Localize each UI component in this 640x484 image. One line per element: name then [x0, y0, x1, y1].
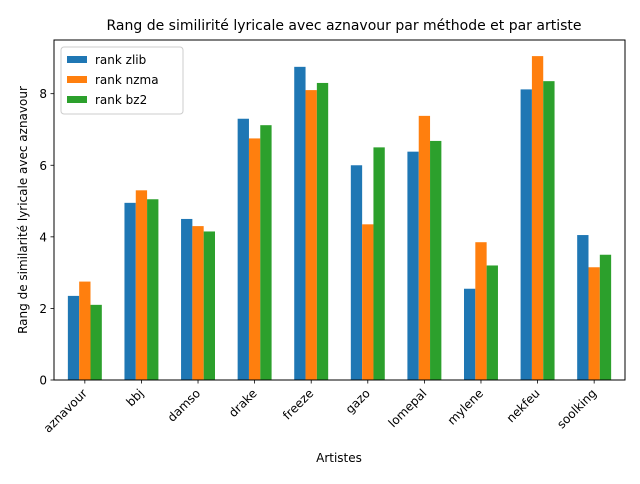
x-tick-label-drake: drake	[226, 386, 260, 420]
bar-rank-nzma-gazo	[362, 224, 374, 380]
legend-swatch-rank-bz2	[67, 96, 87, 103]
x-tick-label-freeze: freeze	[280, 386, 316, 422]
x-tick-label-gazo: gazo	[343, 386, 373, 416]
bar-rank-bz2-bbj	[147, 199, 159, 380]
y-axis: 0 2 4 6 8	[39, 87, 54, 388]
y-tick-label: 8	[39, 87, 47, 101]
y-tick-label: 0	[39, 374, 47, 388]
x-tick-label-lomepal: lomepal	[386, 386, 430, 430]
chart-title: Rang de similirité lyricale avec aznavou…	[107, 18, 582, 34]
legend-label-rank-bz2: rank bz2	[95, 93, 147, 107]
bar-rank-nzma-damso	[192, 226, 204, 380]
y-tick-label: 6	[39, 159, 47, 173]
bar-rank-zlib-freeze	[294, 66, 306, 380]
bar-rank-nzma-freeze	[305, 90, 317, 381]
bar-rank-nzma-mylene	[475, 242, 487, 380]
bar-rank-zlib-aznavour	[67, 295, 80, 380]
x-tick-label-mylene: mylene	[445, 386, 486, 427]
bar-rank-bz2-gazo	[373, 147, 385, 380]
bar-rank-bz2-mylene	[486, 265, 498, 380]
x-tick-label-bbj: bbj	[124, 386, 147, 409]
bar-rank-zlib-lomepal	[407, 151, 419, 380]
bar-rank-zlib-soolking	[577, 235, 589, 380]
bar-rank-nzma-soolking	[588, 267, 600, 380]
bar-rank-nzma-drake	[248, 138, 261, 380]
bar-rank-nzma-nekfeu	[531, 56, 544, 381]
bar-rank-bz2-aznavour	[90, 304, 102, 380]
bar-rank-zlib-gazo	[350, 165, 363, 380]
bar-rank-zlib-damso	[181, 218, 193, 380]
x-tick-label-aznavour: aznavour	[41, 386, 90, 435]
y-tick-label: 2	[39, 302, 47, 316]
bar-rank-zlib-bbj	[124, 202, 136, 380]
bar-rank-zlib-drake	[237, 118, 249, 381]
bar-rank-bz2-drake	[260, 125, 272, 381]
bar-rank-bz2-soolking	[599, 254, 612, 380]
y-tick-label: 4	[39, 230, 47, 244]
legend-label-rank-zlib: rank zlib	[95, 53, 146, 67]
bar-rank-bz2-nekfeu	[543, 81, 555, 380]
bar-rank-nzma-bbj	[135, 190, 148, 380]
bar-rank-nzma-lomepal	[418, 115, 431, 381]
bars-group	[67, 56, 612, 381]
bar-rank-zlib-nekfeu	[520, 89, 532, 380]
legend-swatch-rank-nzma	[67, 76, 87, 83]
bar-rank-zlib-mylene	[464, 288, 476, 380]
legend: rank zlib rank nzma rank bz2	[60, 46, 184, 115]
legend-swatch-rank-zlib	[67, 56, 87, 63]
y-axis-label: Rang de similarité lyricale avec aznavou…	[16, 86, 30, 334]
x-axis-label: Artistes	[316, 451, 362, 465]
bar-rank-nzma-aznavour	[79, 281, 91, 380]
x-axis: aznavour bbj damso drake freeze gazo lomepal my…	[41, 380, 599, 435]
bar-rank-bz2-lomepal	[430, 140, 442, 380]
x-tick-label-nekfeu: nekfeu	[504, 386, 543, 425]
bar-rank-bz2-damso	[203, 231, 215, 380]
x-tick-label-soolking: soolking	[554, 386, 599, 431]
legend-box	[60, 46, 184, 115]
plot-frame	[53, 39, 626, 381]
bar-rank-bz2-freeze	[316, 82, 329, 380]
x-tick-label-damso: damso	[165, 386, 203, 424]
legend-label-rank-nzma: rank nzma	[95, 73, 159, 87]
